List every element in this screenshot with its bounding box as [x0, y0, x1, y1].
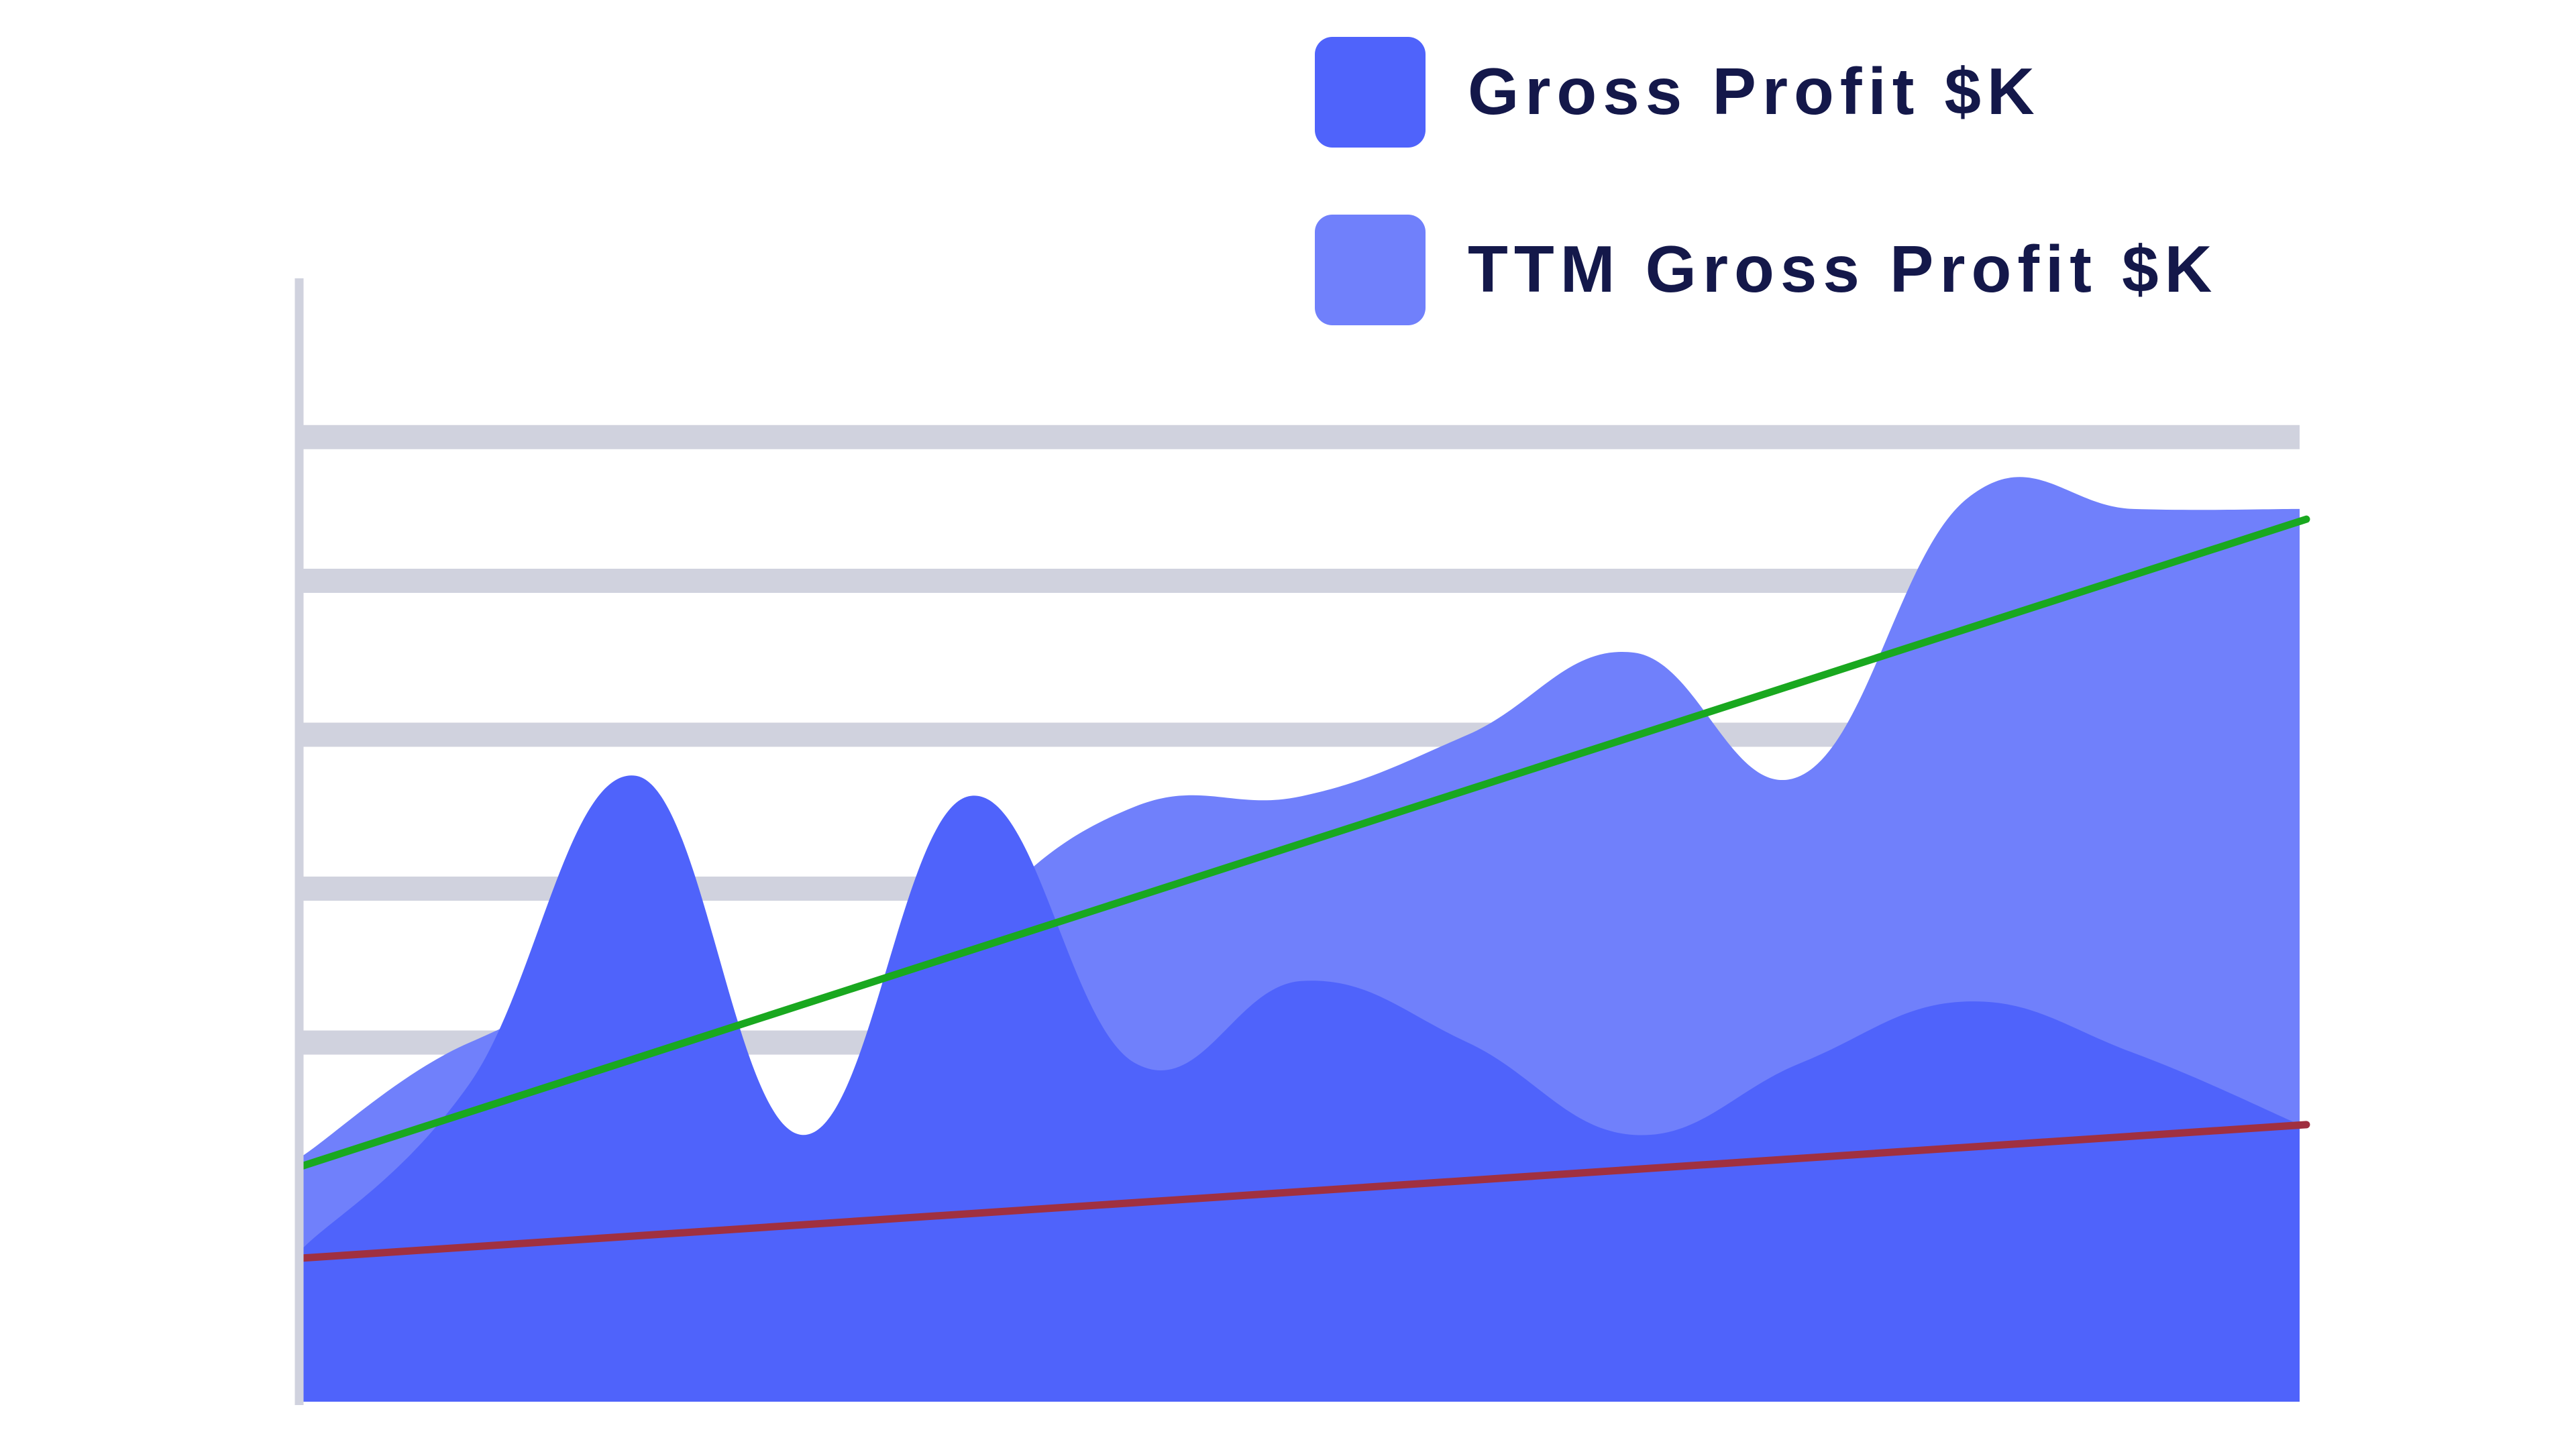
- trend-line-0: [299, 515, 2310, 1170]
- legend-item-ttm-gross-profit: TTM Gross Profit $K: [1315, 215, 2321, 325]
- area-gross-profit-k: [303, 775, 2300, 1402]
- legend-swatch-gross-profit: [1315, 37, 1426, 148]
- legend-label-ttm-gross-profit: TTM Gross Profit $K: [1468, 232, 2218, 306]
- trend-line-1: [299, 1121, 2310, 1262]
- legend-item-gross-profit: Gross Profit $K: [1315, 37, 2321, 148]
- legend-label-gross-profit: Gross Profit $K: [1468, 54, 2041, 128]
- legend-swatch-ttm-gross-profit: [1315, 215, 1426, 325]
- trend-lines: [299, 515, 2310, 1262]
- series-areas: [303, 477, 2300, 1402]
